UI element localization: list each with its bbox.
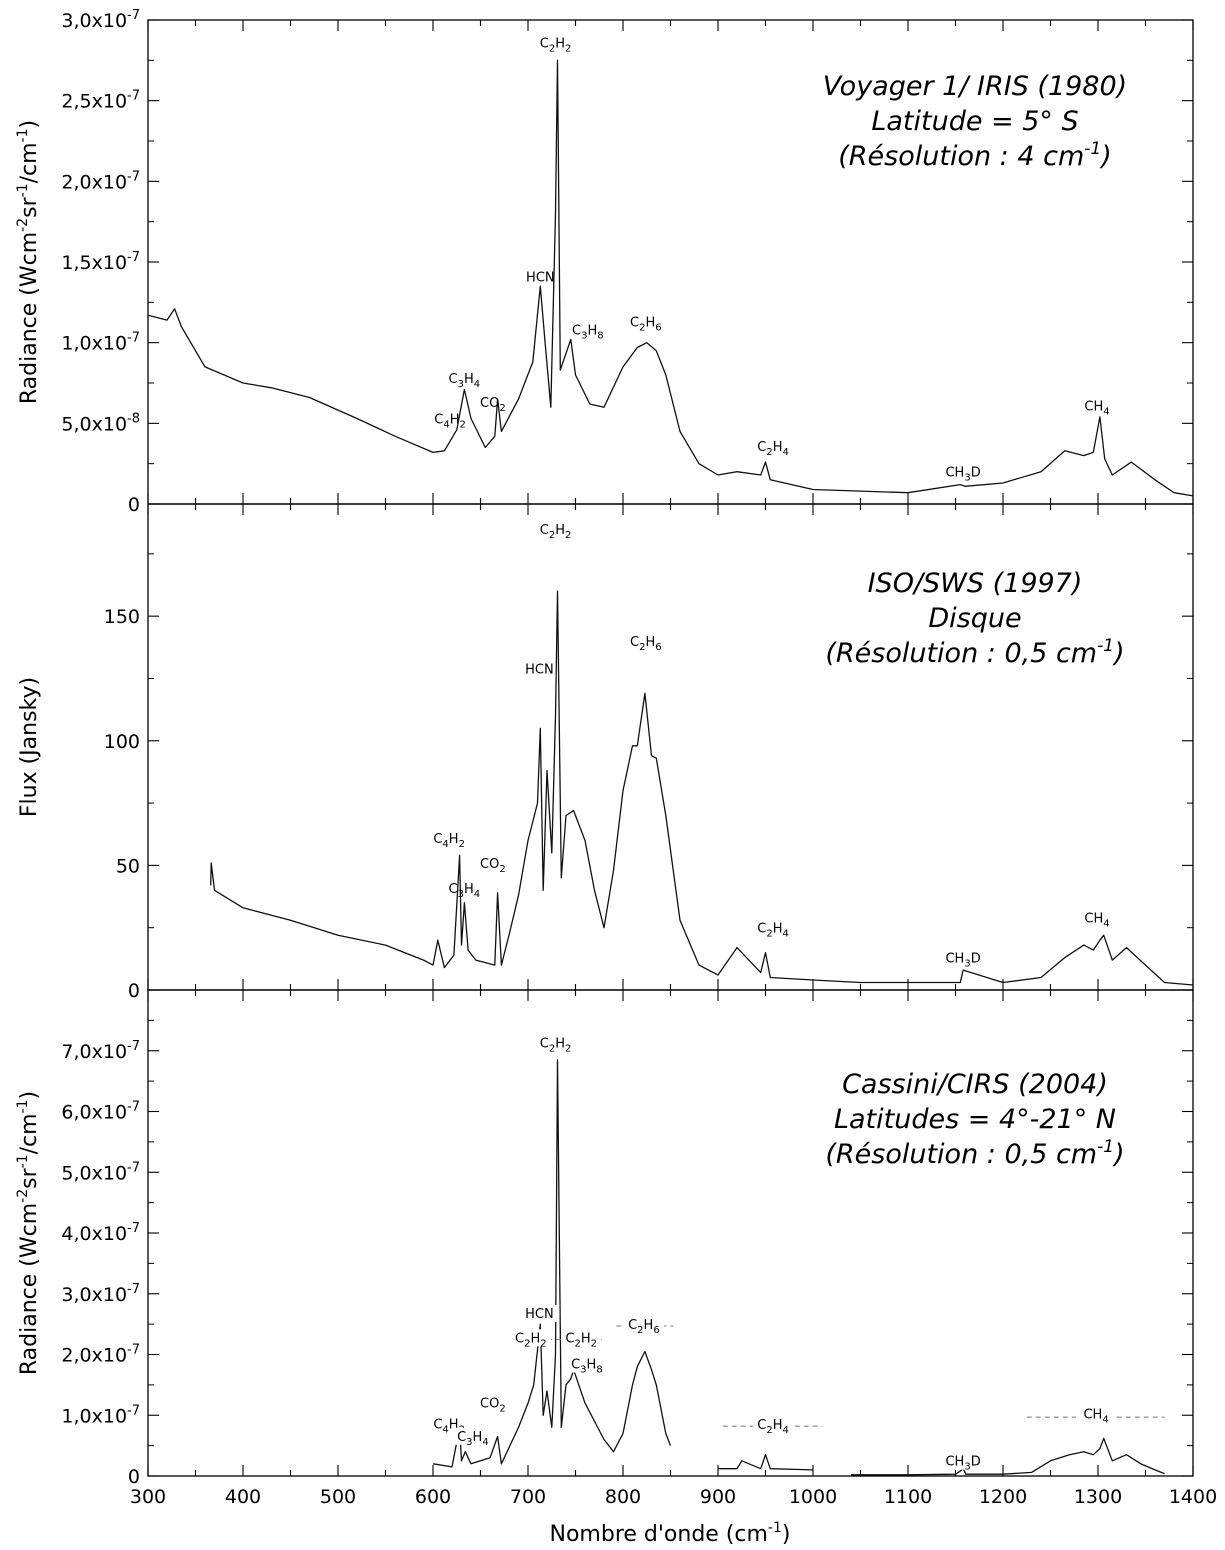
molecule-label: C3H4 bbox=[449, 372, 481, 390]
annotation-bg bbox=[753, 1416, 794, 1434]
annotation-bg bbox=[452, 1427, 493, 1445]
molecule-label: C2H4 bbox=[757, 440, 789, 458]
x-tick-label: 300 bbox=[130, 1486, 166, 1508]
x-tick-label: 800 bbox=[605, 1486, 641, 1508]
y-tick-label: 4,0x10-7 bbox=[61, 1221, 140, 1245]
x-axis-label: Nombre d'onde (cm-1) bbox=[550, 1520, 791, 1547]
molecule-label: C2H2 bbox=[540, 36, 572, 54]
x-tick-label: 600 bbox=[415, 1486, 451, 1508]
y-tick-label: 1,0x10-7 bbox=[61, 331, 140, 355]
molecule-label: C2H2 bbox=[540, 523, 572, 541]
y-axis-label: Radiance (Wcm-2sr-1/cm-1) bbox=[15, 120, 42, 404]
spectrum-line bbox=[851, 1437, 1165, 1476]
molecule-label: C2H2 bbox=[565, 1331, 597, 1349]
molecule-label: CH4 bbox=[1084, 399, 1109, 417]
x-tick-label: 900 bbox=[700, 1486, 736, 1508]
y-tick-label: 5,0x10-7 bbox=[61, 1160, 140, 1184]
molecule-label: CO2 bbox=[480, 396, 506, 414]
y-tick-label: 0 bbox=[128, 1466, 140, 1488]
molecule-label: HCN bbox=[525, 1307, 554, 1322]
panel-title-line: Latitude = 5° S bbox=[871, 106, 1078, 137]
molecule-label: C2H6 bbox=[628, 1318, 660, 1336]
annotation-bg bbox=[472, 1394, 513, 1412]
molecule-label: HCN bbox=[525, 662, 554, 677]
annotation-bg bbox=[943, 1452, 984, 1470]
y-tick-label: 50 bbox=[116, 855, 140, 877]
annotation-bg bbox=[510, 1329, 551, 1347]
molecule-label: C3H4 bbox=[449, 882, 481, 900]
y-axis-label: Flux (Jansky) bbox=[17, 677, 42, 817]
molecule-label: C2H2 bbox=[515, 1331, 547, 1349]
y-tick-label: 2,0x10-7 bbox=[61, 169, 140, 193]
y-tick-label: 7,0x10-7 bbox=[61, 1039, 140, 1063]
molecule-label: C2H2 bbox=[540, 1037, 572, 1055]
x-tick-label: 1000 bbox=[789, 1486, 837, 1508]
molecule-label: C3H4 bbox=[457, 1430, 489, 1448]
molecule-label: CO2 bbox=[480, 1396, 506, 1414]
annotation-bg bbox=[535, 1034, 576, 1052]
y-tick-label: 0 bbox=[128, 980, 140, 1002]
annotation-bg bbox=[561, 1329, 602, 1347]
molecule-label: CH4 bbox=[1083, 1407, 1108, 1425]
y-tick-label: 100 bbox=[104, 731, 140, 753]
x-tick-label: 700 bbox=[510, 1486, 546, 1508]
spectrum-line bbox=[210, 590, 1194, 986]
y-tick-label: 150 bbox=[104, 606, 140, 628]
annotation-bg bbox=[623, 1315, 664, 1333]
panel-title-line: Voyager 1/ IRIS (1980) bbox=[823, 71, 1127, 102]
molecule-label: C3H8 bbox=[571, 1357, 603, 1375]
panel-top: 0 5,0x10-8 1,0x10-7 1,5x10-7 2,0x10-7 2,5x10-… bbox=[15, 8, 1194, 516]
x-tick-label: 1100 bbox=[884, 1486, 932, 1508]
y-tick-label: 2,5x10-7 bbox=[61, 89, 140, 113]
panel-title-line: (Résolution : 4 cm-1) bbox=[838, 139, 1112, 172]
x-tick-label: 1400 bbox=[1169, 1486, 1217, 1508]
panel-bottom: 300 400 500 600 700 800 900 1000 1100 1200 1300 140… bbox=[15, 989, 1217, 1508]
y-tick-label: 6,0x10-7 bbox=[61, 1100, 140, 1124]
panel-frame bbox=[147, 989, 1194, 1477]
molecule-label: C2H4 bbox=[757, 1418, 789, 1436]
molecule-label: C2H6 bbox=[630, 635, 662, 653]
panel-title-line: (Résolution : 0,5 cm-1) bbox=[825, 636, 1124, 669]
annotation-bg bbox=[1076, 1405, 1117, 1423]
x-tick-label: 400 bbox=[225, 1486, 261, 1508]
molecule-label: CH4 bbox=[1084, 912, 1109, 930]
y-tick-label: 3,0x10-7 bbox=[61, 8, 140, 32]
spectrum-line bbox=[718, 1454, 814, 1471]
annotation-bg bbox=[566, 1355, 607, 1373]
panel-title-line: Disque bbox=[928, 603, 1021, 634]
molecule-label: CH3D bbox=[945, 952, 980, 970]
panel-title-line: Cassini/CIRS (2004) bbox=[842, 1069, 1108, 1100]
y-tick-label: 5,0x10-8 bbox=[61, 411, 140, 435]
x-tick-label: 1300 bbox=[1074, 1486, 1122, 1508]
y-tick-label: 2,0x10-7 bbox=[61, 1343, 140, 1367]
y-tick-label: 1,5x10-7 bbox=[61, 250, 140, 274]
spectrum-line bbox=[432, 1059, 672, 1468]
panel-title-line: Latitudes = 4°-21° N bbox=[834, 1104, 1116, 1135]
molecule-label: CH3D bbox=[945, 466, 980, 484]
panel-middle: 0 50 100 150 Flux (Jansky) ISO/SWS (1997) Disq… bbox=[17, 503, 1194, 1002]
molecule-label: C2H6 bbox=[630, 316, 662, 334]
molecule-label: CO2 bbox=[480, 857, 506, 875]
molecule-label: C3H8 bbox=[572, 324, 604, 342]
molecule-label: C2H4 bbox=[757, 922, 789, 940]
molecule-label: C4H2 bbox=[434, 412, 466, 430]
molecule-label: C4H2 bbox=[433, 832, 465, 850]
spectrum-line bbox=[147, 59, 1194, 497]
annotation-bg bbox=[519, 1305, 560, 1323]
y-tick-label: 0 bbox=[128, 494, 140, 516]
panel-title-line: (Résolution : 0,5 cm-1) bbox=[825, 1137, 1124, 1170]
x-tick-label: 1200 bbox=[979, 1486, 1027, 1508]
x-tick-label: 500 bbox=[320, 1486, 356, 1508]
y-axis-label: Radiance (Wcm-2sr-1/cm-1) bbox=[15, 1091, 42, 1375]
y-tick-label: 1,0x10-7 bbox=[61, 1403, 140, 1427]
molecule-label: CH3D bbox=[945, 1455, 980, 1473]
panels-layer: 0 5,0x10-8 1,0x10-7 1,5x10-7 2,0x10-7 2,5x10-… bbox=[15, 8, 1217, 1508]
molecule-label: HCN bbox=[526, 270, 555, 285]
y-tick-label: 3,0x10-7 bbox=[61, 1282, 140, 1306]
panel-title-line: ISO/SWS (1997) bbox=[868, 568, 1083, 599]
